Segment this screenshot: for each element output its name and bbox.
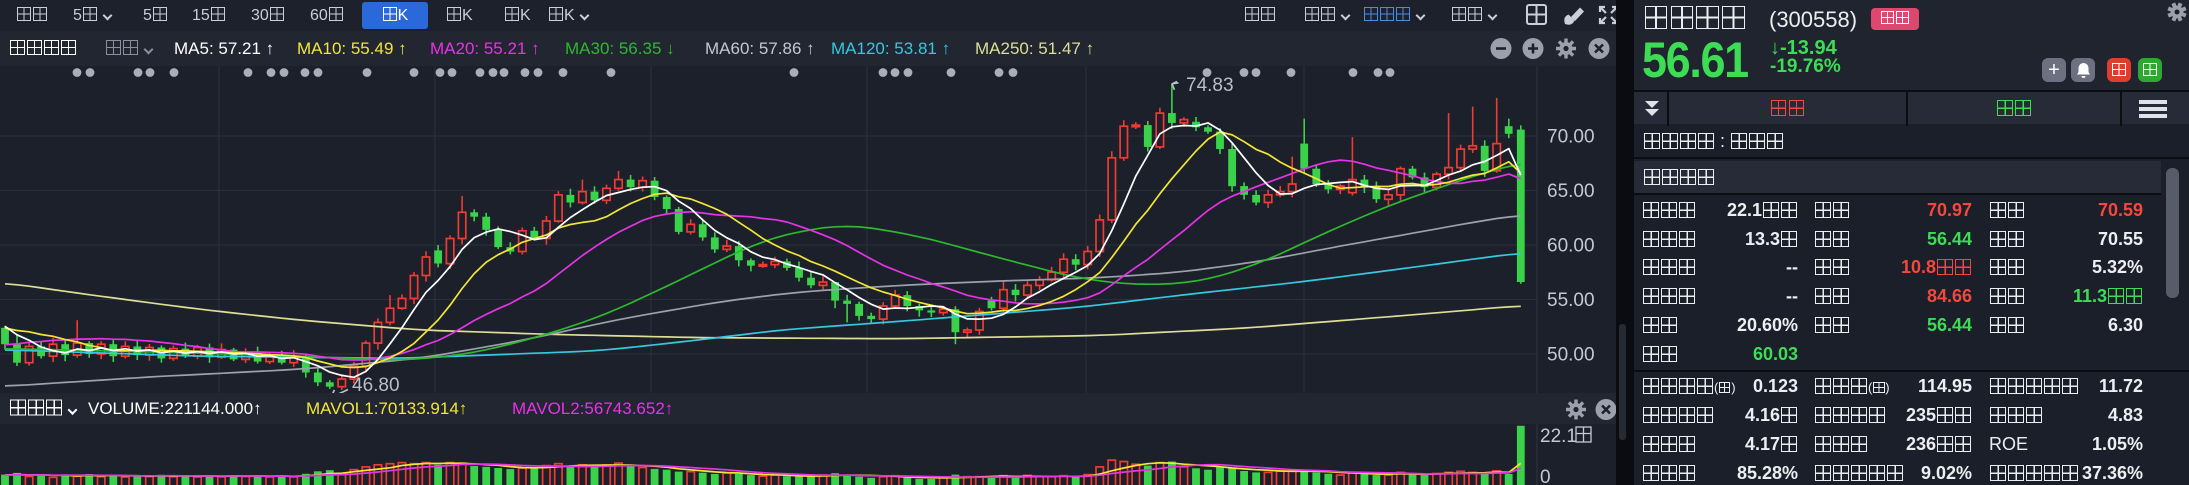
svg-text:60.00: 60.00 bbox=[1547, 236, 1595, 257]
svg-text:65.00: 65.00 bbox=[1547, 181, 1595, 202]
svg-text:74.83: 74.83 bbox=[1186, 75, 1234, 96]
svg-text:22.1: 22.1 bbox=[1540, 426, 1577, 447]
svg-text:0: 0 bbox=[1540, 467, 1551, 485]
svg-text:46.80: 46.80 bbox=[352, 375, 400, 393]
svg-text:70.00: 70.00 bbox=[1547, 127, 1595, 148]
svg-text:55.00: 55.00 bbox=[1547, 290, 1595, 311]
svg-text:50.00: 50.00 bbox=[1547, 345, 1595, 366]
